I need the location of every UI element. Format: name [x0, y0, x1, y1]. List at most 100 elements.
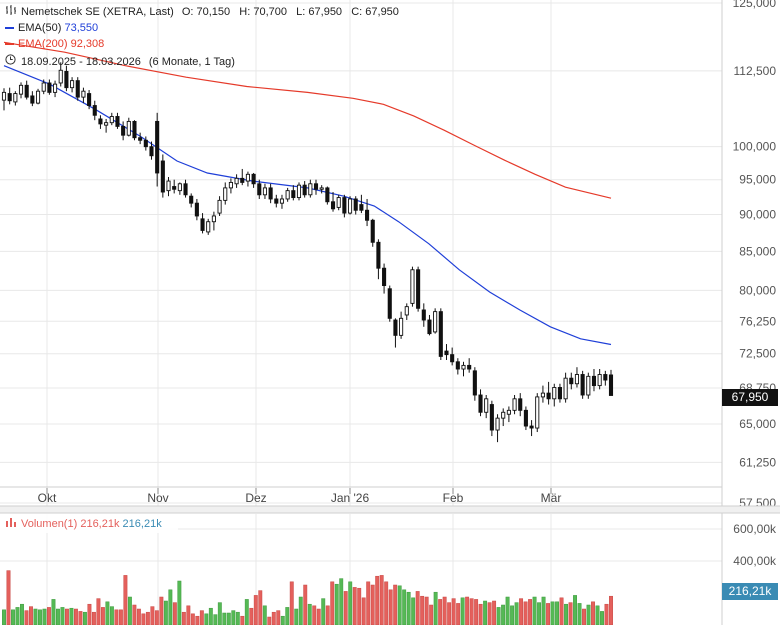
- volume-bar: [433, 591, 438, 625]
- candle-body: [557, 387, 562, 400]
- volume-bar: [510, 605, 515, 625]
- volume-bar: [114, 609, 119, 625]
- volume-bar: [213, 614, 218, 625]
- candle-body: [342, 197, 347, 214]
- candle-body: [217, 199, 222, 214]
- volume-bar: [47, 607, 51, 625]
- volume-bar: [496, 607, 501, 625]
- volume-bar: [595, 605, 600, 625]
- volume-bar: [195, 615, 200, 625]
- candle-body: [433, 311, 438, 333]
- volume-bar: [60, 607, 65, 625]
- volume-bar: [51, 599, 56, 625]
- volume-bar: [118, 609, 123, 625]
- candle-body: [353, 198, 358, 211]
- ohlc-values: O: 70,150 H: 70,700 L: 67,950 C: 67,950: [181, 6, 399, 18]
- candle-body: [285, 190, 290, 200]
- volume-bar: [69, 607, 74, 625]
- candle-body: [70, 80, 75, 89]
- clock-icon: [5, 54, 17, 68]
- candle-body: [574, 374, 580, 385]
- ema200-path: [3, 41, 612, 199]
- volume-bar: [591, 601, 595, 625]
- volume-bar: [577, 603, 582, 625]
- candle-body: [132, 120, 137, 139]
- time-tick-label: Okt: [38, 491, 57, 505]
- volume-bar: [141, 613, 146, 625]
- volume-bar: [325, 605, 330, 625]
- price-tick-label: 80,000: [739, 283, 776, 297]
- candle-body: [47, 82, 52, 93]
- volume-bar: [600, 611, 604, 625]
- candle-body: [393, 319, 398, 336]
- candle-body: [7, 93, 12, 102]
- volume-bar: [132, 604, 137, 625]
- candle-body: [228, 181, 233, 189]
- volume-bar: [294, 608, 299, 625]
- candle-body: [444, 350, 449, 356]
- volume-bar: [78, 611, 83, 625]
- time-tick-label: Dez: [245, 491, 266, 505]
- candle-body: [291, 190, 296, 199]
- volume-tick-label: 400,00k: [733, 554, 777, 568]
- price-tick-label: 85,000: [739, 244, 776, 258]
- title-line: Nemetschek SE (XETRA, Last) O: 70,150 H: …: [5, 5, 399, 18]
- candle-body: [518, 398, 523, 411]
- volume-bar: [267, 616, 272, 625]
- volume-bars-icon: [5, 517, 17, 530]
- ema200-swatch: [5, 43, 14, 46]
- time-tick-label: Jan '26: [331, 491, 370, 505]
- volume-bar: [208, 607, 213, 625]
- volume-bar: [537, 602, 542, 625]
- volume-bar: [96, 598, 101, 625]
- volume-bar: [64, 608, 69, 625]
- volume-bar: [411, 597, 416, 625]
- candle-body: [245, 173, 250, 182]
- volume-bar: [406, 591, 411, 625]
- volume-bar: [465, 596, 470, 625]
- volume-bar: [307, 603, 312, 625]
- volume-bar: [321, 598, 326, 625]
- candle-body: [563, 377, 568, 400]
- volume-bar: [226, 612, 231, 625]
- candle-body: [58, 69, 63, 84]
- candle-body: [438, 311, 443, 357]
- candle-body: [347, 198, 353, 214]
- volume-bar: [186, 605, 191, 625]
- candle-body: [501, 411, 506, 419]
- volume-bar: [348, 581, 353, 625]
- volume-bar: [352, 587, 357, 625]
- candle-body: [177, 183, 182, 192]
- candle-body: [365, 209, 370, 221]
- candle-body: [160, 160, 165, 193]
- price-tick-label: 65,000: [739, 417, 776, 431]
- volume-bar: [334, 583, 339, 625]
- volume-bar: [501, 604, 506, 625]
- candle-body: [410, 269, 415, 304]
- time-tick-label: Nov: [147, 491, 168, 505]
- candle-body: [319, 187, 324, 190]
- candle-body: [472, 370, 477, 396]
- candle-body: [149, 146, 154, 157]
- volume-bar: [456, 603, 461, 625]
- price-tick-label: 112,500: [734, 64, 777, 78]
- time-tick-label: Feb: [443, 491, 464, 505]
- price-tick-label: 90,000: [739, 208, 776, 222]
- volume-bar: [56, 608, 60, 625]
- volume-bar: [82, 611, 87, 625]
- ema200-label: EMA(200): [18, 38, 68, 50]
- ema200-line: [3, 41, 612, 199]
- volume-bar: [145, 611, 150, 625]
- volume-bar: [532, 596, 537, 625]
- volume-bar: [222, 612, 227, 625]
- volume-bar: [24, 610, 29, 625]
- volume-bar: [271, 611, 276, 625]
- volume-bars: [2, 570, 613, 625]
- volume-bar: [199, 610, 204, 625]
- candle-body: [262, 187, 268, 196]
- volume-bar: [38, 609, 42, 625]
- candle-body: [138, 137, 143, 141]
- candle-body: [336, 197, 341, 208]
- candle-body: [427, 319, 432, 335]
- candle-body: [608, 374, 614, 396]
